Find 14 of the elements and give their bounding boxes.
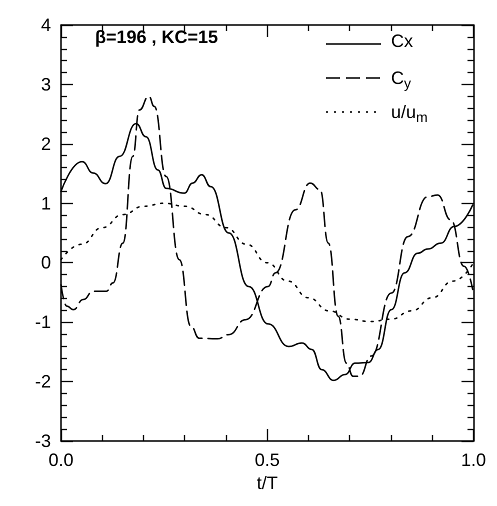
y-tick-label: 4: [40, 15, 51, 35]
x-tick-label: 1.0: [460, 450, 486, 470]
x-tick-label: 0.0: [48, 450, 74, 470]
y-tick-label: -3: [34, 431, 51, 451]
annotation: β=196 , KC=15: [95, 27, 218, 47]
y-tick-label: 1: [40, 193, 51, 214]
y-tick-label: 0: [40, 252, 51, 273]
y-tick-label: -1: [34, 312, 51, 332]
y-tick-label: 2: [40, 134, 51, 154]
x-axis-title: t/T: [256, 472, 278, 493]
x-tick-label: 0.5: [254, 450, 280, 470]
legend-label: Cx: [391, 31, 413, 51]
y-tick-label: 3: [40, 74, 51, 94]
y-tick-label: -2: [34, 372, 51, 392]
